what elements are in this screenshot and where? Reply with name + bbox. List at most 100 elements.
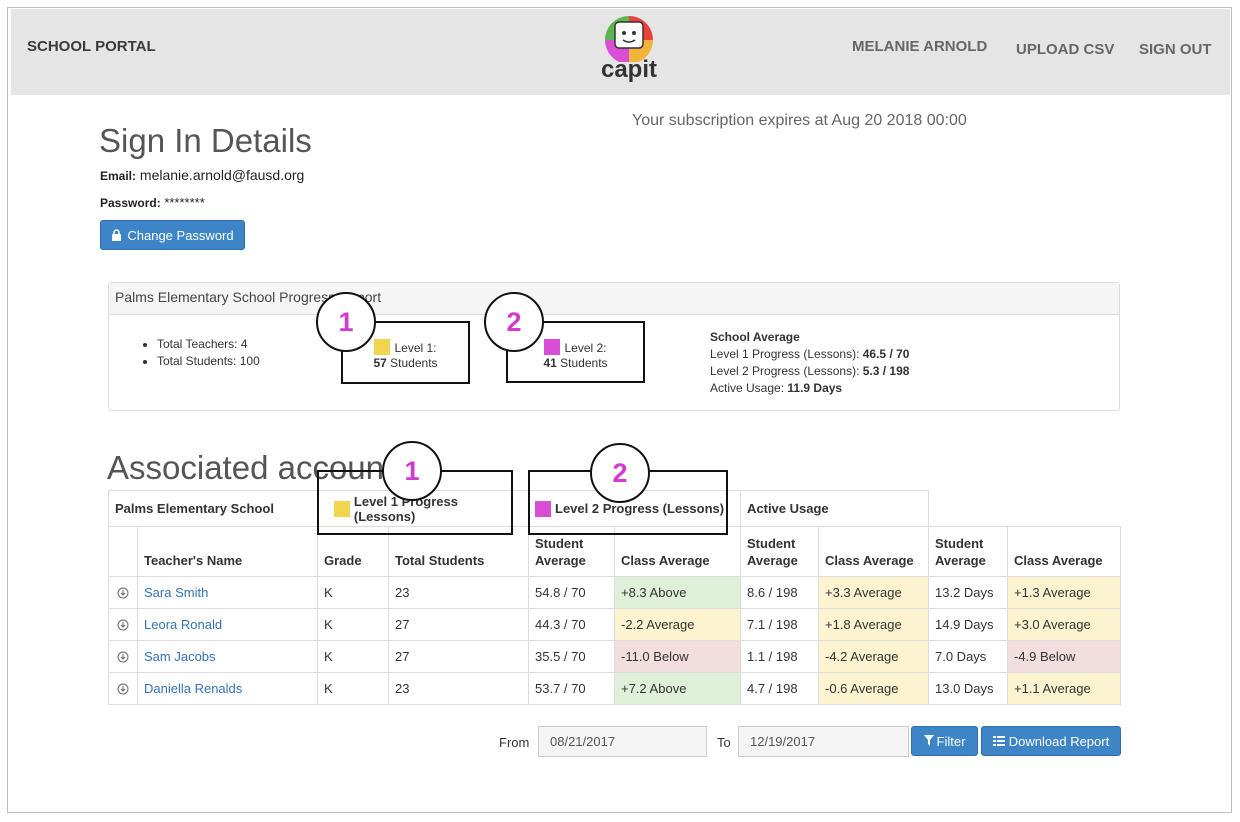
- table-cell-u-avg: 13.0 Days: [928, 672, 1008, 705]
- column-header: Class Average: [818, 526, 929, 577]
- from-label: From: [499, 735, 530, 750]
- table-cell-grade: K: [317, 640, 389, 673]
- level1-swatch: [374, 339, 391, 355]
- teacher-name-link[interactable]: Leora Ronald: [137, 608, 318, 641]
- column-header: Teacher's Name: [137, 526, 318, 577]
- column-header: Student Average: [740, 526, 819, 577]
- progress-report-title: Palms Elementary School Progress Report: [109, 283, 1119, 315]
- school-portal-link[interactable]: SCHOOL PORTAL: [27, 38, 156, 55]
- column-header: Class Average: [1007, 526, 1121, 577]
- table-cell-total: 27: [388, 608, 529, 641]
- table-cell-u-avg: 7.0 Days: [928, 640, 1008, 673]
- level2-group-label: Level 2 Progress (Lessons): [555, 501, 725, 516]
- upload-csv-link[interactable]: UPLOAD CSV: [1016, 41, 1115, 58]
- table-cell-l2-avg: 7.1 / 198: [740, 608, 819, 641]
- table-cell-grade: K: [317, 608, 389, 641]
- download-circle-icon: [117, 587, 129, 598]
- usage-group-header: Active Usage: [740, 490, 929, 527]
- table-cell-l1-class: +7.2 Above: [614, 672, 741, 705]
- table-cell-u-avg: 13.2 Days: [928, 576, 1008, 609]
- lock-icon: [111, 229, 122, 241]
- teacher-name-link[interactable]: Daniella Renalds: [137, 672, 318, 705]
- table-cell-grade: K: [317, 672, 389, 705]
- download-report-button[interactable]: Download Report: [981, 726, 1121, 756]
- filter-label: Filter: [936, 733, 966, 749]
- to-date-input[interactable]: 12/19/2017: [738, 726, 909, 757]
- table-cell-l1-class: -11.0 Below: [614, 640, 741, 673]
- password-value: ********: [164, 195, 205, 210]
- table-cell-l2-avg: 1.1 / 198: [740, 640, 819, 673]
- top-header: SCHOOL PORTAL capit MELANIE ARNOLD UPLOA…: [11, 9, 1230, 95]
- totals-list: Total Teachers: 4 Total Students: 100: [139, 336, 260, 370]
- level2-title: Level 2:: [564, 341, 607, 355]
- change-password-button[interactable]: Change Password: [100, 220, 245, 250]
- usage-row: Active Usage: 11.9 Days: [710, 380, 909, 397]
- from-date-input[interactable]: 08/21/2017: [538, 726, 707, 757]
- callout-1-table: 1: [382, 441, 442, 501]
- table-cell-l1-class: +8.3 Above: [614, 576, 741, 609]
- level1-summary-box: Level 1: 57 Students: [341, 321, 470, 384]
- table-cell-l1-avg: 44.3 / 70: [528, 608, 615, 641]
- usage-value: 11.9 Days: [787, 381, 843, 395]
- table-cell-u-class: -4.9 Below: [1007, 640, 1121, 673]
- column-header: Student Average: [928, 526, 1008, 577]
- total-students: Total Students: 100: [157, 353, 260, 370]
- download-report-label: Download Report: [1008, 733, 1110, 749]
- l1-progress-row: Level 1 Progress (Lessons): 46.5 / 70: [710, 346, 909, 363]
- subscription-expiry: Your subscription expires at Aug 20 2018…: [632, 112, 967, 129]
- capit-logo[interactable]: capit: [596, 12, 662, 88]
- l1-progress-value: 46.5 / 70: [862, 347, 910, 361]
- to-label: To: [717, 735, 731, 750]
- user-name-link[interactable]: MELANIE ARNOLD: [852, 38, 988, 55]
- level2-students-label: Students: [560, 356, 608, 370]
- table-cell-u-class: +1.3 Average: [1007, 576, 1121, 609]
- level1-group-label: Level 1 Progress (Lessons): [353, 493, 458, 524]
- table-cell-l1-class: -2.2 Average: [614, 608, 741, 641]
- table-cell-l2-class: -0.6 Average: [818, 672, 929, 705]
- associated-accounts-title: Associated accounts: [107, 449, 410, 486]
- table-cell-grade: K: [317, 576, 389, 609]
- school-name-header: Palms Elementary School: [108, 490, 318, 527]
- filter-button[interactable]: Filter: [911, 726, 978, 756]
- row-expand-cell[interactable]: [108, 608, 138, 641]
- callout-1-summary: 1: [316, 292, 376, 352]
- level1-header-swatch: [334, 500, 350, 517]
- school-average-title: School Average: [710, 330, 800, 344]
- table-cell-total: 23: [388, 672, 529, 705]
- teacher-name-link[interactable]: Sam Jacobs: [137, 640, 318, 673]
- level2-count: 41: [543, 356, 557, 370]
- callout-2-table: 2: [590, 443, 650, 503]
- download-circle-icon: [117, 683, 129, 694]
- table-cell-u-class: +3.0 Average: [1007, 608, 1121, 641]
- row-expand-cell[interactable]: [108, 576, 138, 609]
- level1-students-label: Students: [390, 356, 438, 370]
- change-password-label: Change Password: [127, 227, 234, 243]
- l2-progress-row: Level 2 Progress (Lessons): 5.3 / 198: [710, 363, 909, 380]
- list-icon: [992, 734, 1005, 749]
- sign-in-details-title: Sign In Details: [99, 122, 312, 159]
- teacher-name-link[interactable]: Sara Smith: [137, 576, 318, 609]
- table-cell-l1-avg: 54.8 / 70: [528, 576, 615, 609]
- sign-out-link[interactable]: SIGN OUT: [1139, 41, 1212, 58]
- l1-progress-label: Level 1 Progress (Lessons):: [710, 347, 860, 361]
- table-cell-l2-avg: 4.7 / 198: [740, 672, 819, 705]
- table-cell-u-avg: 14.9 Days: [928, 608, 1008, 641]
- filter-icon: [923, 734, 934, 749]
- l2-progress-label: Level 2 Progress (Lessons):: [710, 364, 860, 378]
- l2-progress-value: 5.3 / 198: [862, 364, 910, 378]
- table-cell-l1-avg: 53.7 / 70: [528, 672, 615, 705]
- school-average-block: School Average Level 1 Progress (Lessons…: [710, 329, 909, 397]
- level2-swatch: [544, 339, 561, 355]
- table-cell-l1-avg: 35.5 / 70: [528, 640, 615, 673]
- logo-text: capit: [600, 56, 657, 83]
- download-circle-icon: [117, 619, 129, 630]
- row-expand-cell[interactable]: [108, 640, 138, 673]
- password-label: Password:: [100, 196, 161, 210]
- table-cell-u-class: +1.1 Average: [1007, 672, 1121, 705]
- table-cell-l2-class: +3.3 Average: [818, 576, 929, 609]
- email-label: Email:: [100, 169, 137, 183]
- usage-label: Active Usage:: [710, 381, 785, 395]
- row-expand-cell[interactable]: [108, 672, 138, 705]
- table-cell-l2-class: -4.2 Average: [818, 640, 929, 673]
- password-row: Password: ********: [100, 195, 205, 210]
